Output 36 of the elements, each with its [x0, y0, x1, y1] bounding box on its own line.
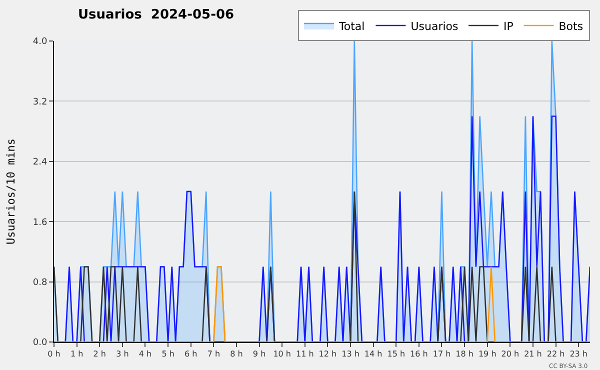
x-tick-label: 19 h: [478, 350, 496, 359]
x-tick-label: 13 h: [342, 350, 360, 359]
x-tick-label: 4 h: [138, 350, 152, 359]
x-tick-label: 12 h: [318, 350, 337, 359]
x-tick-label: 22 h: [546, 350, 565, 359]
x-tick-label: 0 h: [48, 350, 60, 359]
y-tick-label: 0.0: [32, 338, 48, 348]
x-tick-label: 23 h: [570, 350, 588, 359]
x-tick-label: 2 h: [93, 350, 106, 359]
y-tick-label: 1.6: [32, 218, 48, 228]
x-tick-label: 7 h: [207, 350, 220, 359]
x-tick-label: 6 h: [184, 350, 198, 359]
x-tick-label: 15 h: [387, 350, 406, 359]
x-tick-label: 18 h: [456, 350, 474, 359]
x-tick-label: 20 h: [501, 350, 520, 359]
y-tick-label: 2.4: [32, 158, 48, 168]
legend-label: Usuarios: [410, 20, 459, 33]
y-tick-label: 3.2: [32, 97, 48, 108]
chart-title: Usuarios 2024-05-06: [78, 7, 234, 22]
x-tick-label: 16 h: [410, 350, 428, 359]
x-tick-label: 11 h: [296, 350, 314, 359]
legend-label: Total: [338, 20, 365, 33]
legend-label: IP: [504, 20, 514, 33]
x-tick-label: 9 h: [252, 350, 266, 359]
x-tick-label: 1 h: [70, 350, 84, 359]
x-tick-label: 17 h: [432, 350, 451, 359]
legend-label: Bots: [558, 20, 584, 33]
x-tick-label: 5 h: [162, 350, 174, 359]
x-tick-label: 3 h: [116, 350, 129, 359]
x-tick-label: 10 h: [273, 350, 291, 359]
x-tick-label: 21 h: [524, 350, 542, 359]
y-tick-label: 0.8: [32, 278, 48, 288]
y-axis-title: Usuarios/10 mins: [4, 138, 18, 244]
x-tick-label: 14 h: [364, 350, 382, 359]
y-tick-label: 4.0: [32, 37, 48, 48]
x-tick-label: 8 h: [230, 350, 243, 359]
